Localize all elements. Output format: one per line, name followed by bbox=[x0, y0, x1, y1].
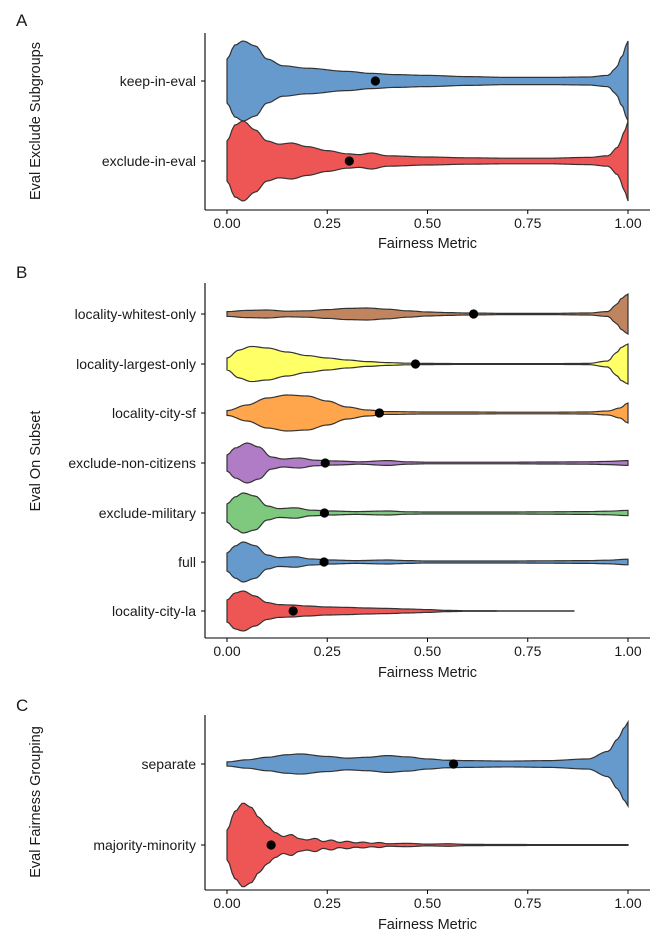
x-tick-label: 0.00 bbox=[213, 215, 240, 231]
violin-locality-city-la bbox=[226, 590, 575, 632]
category-label: exclude-in-eval bbox=[102, 153, 196, 169]
category-label: locality-largest-only bbox=[76, 356, 196, 372]
mean-point bbox=[469, 309, 479, 319]
x-tick-label: 0.75 bbox=[514, 643, 541, 659]
x-tick-label: 0.75 bbox=[514, 215, 541, 231]
x-tick-label: 0.50 bbox=[414, 895, 441, 911]
category-label: exclude-non-citizens bbox=[68, 455, 196, 471]
y-axis-title: Eval Fairness Grouping bbox=[28, 726, 44, 878]
violin-full bbox=[226, 541, 629, 583]
y-axis-title: Eval Exclude Subgroups bbox=[28, 42, 44, 200]
violin-locality-largest-only bbox=[226, 343, 629, 385]
panel-letter: C bbox=[16, 696, 28, 715]
category-label: locality-city-sf bbox=[112, 405, 196, 421]
x-tick-label: 0.25 bbox=[314, 895, 341, 911]
violin-keep-in-eval bbox=[226, 40, 629, 122]
mean-point bbox=[266, 840, 276, 850]
violin-locality-whitest-only bbox=[226, 292, 629, 336]
violin-locality-city-sf bbox=[226, 394, 629, 432]
x-axis-title: Fairness Metric bbox=[378, 665, 477, 681]
x-tick-label: 0.00 bbox=[213, 895, 240, 911]
x-tick-label: 0.25 bbox=[314, 215, 341, 231]
panel-c: C 0.00 0.25 0.50 0.75 1.00 Fairness Metric Eval… bbox=[16, 696, 650, 933]
violin-exclude-military bbox=[226, 492, 629, 534]
mean-point bbox=[344, 156, 354, 166]
mean-point bbox=[410, 359, 421, 369]
mean-point bbox=[370, 76, 380, 86]
mean-point bbox=[319, 557, 329, 567]
x-axis-title: Fairness Metric bbox=[378, 236, 477, 252]
x-tick-label: 1.00 bbox=[614, 643, 641, 659]
category-label: locality-city-la bbox=[112, 603, 196, 619]
x-tick-label: 0.25 bbox=[314, 643, 341, 659]
category-label: locality-whitest-only bbox=[75, 306, 196, 322]
category-label: keep-in-eval bbox=[120, 73, 196, 89]
panel-b: B 0.00 0.25 0.50 0.75 1.00 Fairness Metric Eval… bbox=[16, 263, 650, 681]
x-tick-label: 0.00 bbox=[213, 643, 240, 659]
panel-letter: B bbox=[16, 263, 27, 282]
violin-exclude-non-citizens bbox=[226, 442, 629, 484]
panel-a: A 0.00 0.25 0.50 0.75 1.00 Fairness Metric Eval… bbox=[16, 11, 650, 252]
x-tick-label: 1.00 bbox=[614, 215, 641, 231]
x-tick-label: 0.50 bbox=[414, 215, 441, 231]
x-tick-label: 1.00 bbox=[614, 895, 641, 911]
mean-point bbox=[374, 408, 384, 418]
x-tick-label: 0.50 bbox=[414, 643, 441, 659]
mean-point bbox=[319, 508, 330, 518]
x-tick-label: 0.75 bbox=[514, 895, 541, 911]
y-axis-title: Eval On Subset bbox=[28, 411, 44, 512]
violin-majority-minority bbox=[226, 802, 629, 888]
category-label: majority-minority bbox=[93, 837, 196, 853]
mean-point bbox=[320, 458, 330, 468]
violin-exclude-in-eval bbox=[226, 120, 629, 202]
category-label: separate bbox=[142, 756, 197, 772]
panel-letter: A bbox=[16, 11, 28, 30]
mean-point bbox=[448, 759, 459, 769]
category-label: full bbox=[178, 554, 196, 570]
mean-point bbox=[288, 606, 298, 616]
x-axis-title: Fairness Metric bbox=[378, 917, 477, 933]
category-label: exclude-military bbox=[99, 505, 196, 521]
violin-separate bbox=[226, 719, 629, 809]
